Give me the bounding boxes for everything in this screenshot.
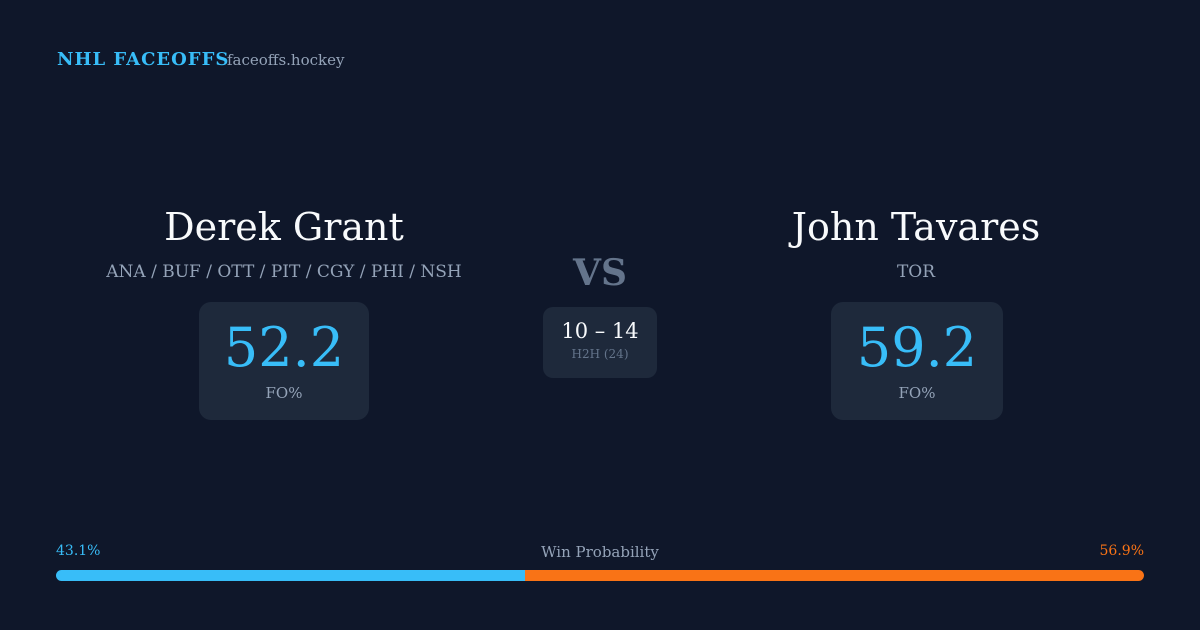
site: faceoffs.hockey: [227, 51, 345, 69]
h2h-label: H2H (24): [571, 347, 629, 361]
win-title: Win Probability: [541, 543, 659, 561]
h2h-box: 10 – 14 H2H (24): [543, 307, 657, 378]
win-right-label: 56.9%: [1099, 543, 1144, 559]
player-teams: ANA / BUF / OTT / PIT / CGY / PHI / NSH: [106, 262, 462, 282]
win-left-label: 43.1%: [56, 543, 101, 559]
player-name: Derek Grant: [164, 205, 404, 249]
fo-pct: 52.2: [223, 316, 345, 379]
player-name: John Tavares: [791, 205, 1041, 249]
win-bar: [56, 570, 1144, 581]
fo-label: FO%: [265, 384, 303, 402]
player-teams: TOR: [896, 262, 936, 282]
versus: VS: [573, 252, 627, 294]
h2h-score: 10 – 14: [561, 319, 639, 343]
brand: NHL FACEOFFS: [57, 49, 230, 70]
stat-box: 59.2 FO%: [831, 302, 1003, 420]
fo-label: FO%: [898, 384, 936, 402]
win-right-segment: [524, 570, 1144, 581]
win-left-segment: [56, 570, 525, 581]
stat-box: 52.2 FO%: [199, 302, 369, 420]
fo-pct: 59.2: [856, 316, 978, 379]
